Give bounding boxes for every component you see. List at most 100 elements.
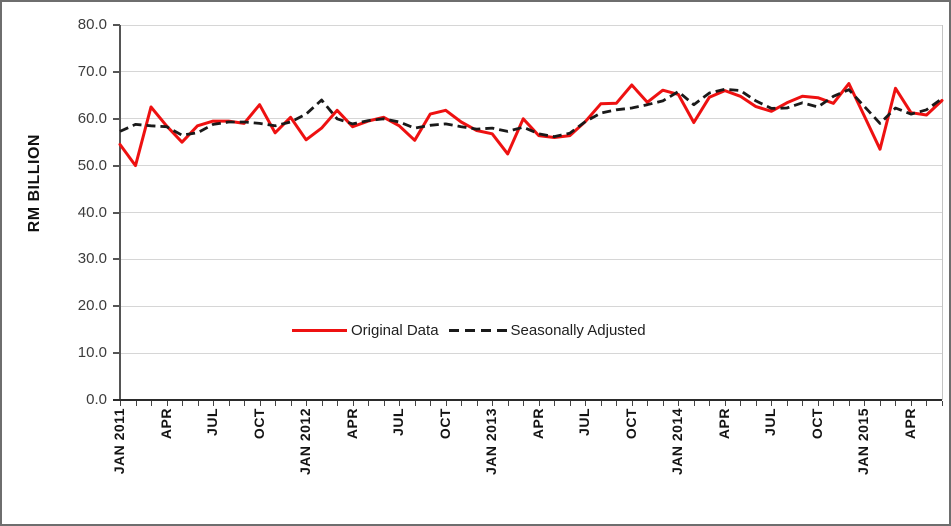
x-axis-tick <box>600 401 602 406</box>
x-axis-tick <box>879 401 881 406</box>
y-axis-label-40.0: 40.0 <box>77 203 107 221</box>
x-axis-label-oct: OCT <box>622 408 639 440</box>
gridline-10.0 <box>120 352 942 354</box>
x-axis-tick <box>492 401 494 406</box>
gridline-30.0 <box>120 258 942 260</box>
y-axis-tick-50.0 <box>113 164 120 167</box>
x-axis-label-apr: APR <box>715 408 732 440</box>
gridline-70.0 <box>120 71 942 73</box>
x-axis-tick <box>802 401 804 406</box>
y-axis-label-10.0: 10.0 <box>77 344 107 362</box>
x-axis-tick <box>166 401 168 406</box>
x-axis-tick <box>678 401 680 406</box>
x-axis-tick <box>647 401 649 406</box>
x-axis-tick <box>275 401 277 406</box>
x-axis-tick <box>662 401 664 406</box>
x-axis-label-apr: APR <box>529 408 546 440</box>
x-axis-tick <box>554 401 556 406</box>
y-axis-tick-70.0 <box>113 70 120 73</box>
y-axis-tick-10.0 <box>113 352 120 355</box>
gridline-80.0 <box>120 24 942 26</box>
x-axis-tick <box>724 401 726 406</box>
x-axis-tick <box>616 401 618 406</box>
x-axis-tick <box>445 401 447 406</box>
x-axis-label-jan-2014: JAN 2014 <box>669 408 686 476</box>
x-axis-label-jan-2012: JAN 2012 <box>297 408 314 476</box>
x-axis-label-jul: JUL <box>390 408 407 436</box>
x-axis-label-oct: OCT <box>808 408 825 440</box>
x-axis-tick <box>926 401 928 406</box>
y-axis-line <box>119 25 121 400</box>
y-axis-tick-30.0 <box>113 258 120 261</box>
legend-label-seasonally-adjusted: Seasonally Adjusted <box>510 322 646 339</box>
x-axis-tick <box>786 401 788 406</box>
x-axis-tick <box>290 401 292 406</box>
x-axis-tick <box>476 401 478 406</box>
x-axis-tick <box>135 401 137 406</box>
x-axis-tick <box>120 401 121 406</box>
x-axis-label-jan-2013: JAN 2013 <box>483 408 500 476</box>
x-axis-tick <box>368 401 370 406</box>
x-axis-tick <box>523 401 525 406</box>
y-axis-label-30.0: 30.0 <box>77 250 107 268</box>
gridline-40.0 <box>120 212 942 213</box>
x-axis-label-apr: APR <box>157 408 174 440</box>
x-axis-label-jul: JUL <box>762 408 779 436</box>
y-axis-tick-60.0 <box>113 117 120 120</box>
x-axis-tick <box>910 401 912 406</box>
y-axis-tick-80.0 <box>113 24 120 26</box>
x-axis-tick <box>895 401 897 406</box>
x-axis-tick <box>507 401 509 406</box>
x-axis-label-jul: JUL <box>576 408 593 436</box>
y-axis-tick-20.0 <box>113 305 120 308</box>
x-axis-tick <box>321 401 323 406</box>
legend-item-seasonally-adjusted: Seasonally Adjusted <box>448 322 646 339</box>
x-axis-label-jan-2011: JAN 2011 <box>111 408 127 475</box>
x-axis-label-apr: APR <box>901 408 918 440</box>
x-axis-tick <box>244 401 246 406</box>
x-axis-tick <box>740 401 742 406</box>
series-line-seasonally-adjusted <box>119 87 943 138</box>
x-axis-tick <box>182 401 184 406</box>
x-axis-tick <box>817 401 819 406</box>
x-axis-label-jul: JUL <box>204 408 221 436</box>
x-axis-label-apr: APR <box>343 408 360 440</box>
x-axis-tick <box>755 401 757 406</box>
x-axis-tick <box>709 401 711 406</box>
x-axis-tick <box>197 401 199 406</box>
x-axis-line <box>113 399 942 401</box>
x-axis-tick <box>306 401 308 406</box>
x-axis-tick <box>414 401 416 406</box>
x-axis-tick <box>848 401 850 406</box>
x-axis-tick <box>461 401 463 406</box>
plot-right-border <box>942 25 943 400</box>
y-axis-title: RM BILLION <box>26 134 43 233</box>
x-axis-tick <box>228 401 230 406</box>
x-axis-label-oct: OCT <box>436 408 453 440</box>
x-axis-tick <box>538 401 540 406</box>
y-axis-label-50.0: 50.0 <box>77 156 107 174</box>
y-axis-label-60.0: 60.0 <box>77 109 107 127</box>
gridline-20.0 <box>120 305 942 307</box>
gridline-60.0 <box>120 118 942 120</box>
x-axis-tick <box>833 401 835 406</box>
legend-item-original-data: Original Data <box>292 322 439 339</box>
legend-swatch-solid-red-line <box>292 329 347 332</box>
x-axis-tick <box>569 401 571 406</box>
x-axis-tick <box>151 401 153 406</box>
x-axis-tick <box>399 401 401 406</box>
series-line-original-data <box>118 82 944 168</box>
series-plot <box>118 82 944 168</box>
x-axis-label-jan-2015: JAN 2015 <box>855 408 872 476</box>
x-axis-tick <box>213 401 215 406</box>
x-axis-tick <box>693 401 695 406</box>
x-axis-tick <box>631 401 633 406</box>
y-axis-label-80.0: 80.0 <box>77 16 107 33</box>
legend-swatch-dashed-black-line <box>448 329 507 332</box>
gridline-50.0 <box>120 165 942 167</box>
y-axis-tick-40.0 <box>113 211 120 214</box>
x-axis-tick <box>864 401 866 406</box>
x-axis-tick <box>430 401 432 406</box>
x-axis-tick <box>337 401 339 406</box>
